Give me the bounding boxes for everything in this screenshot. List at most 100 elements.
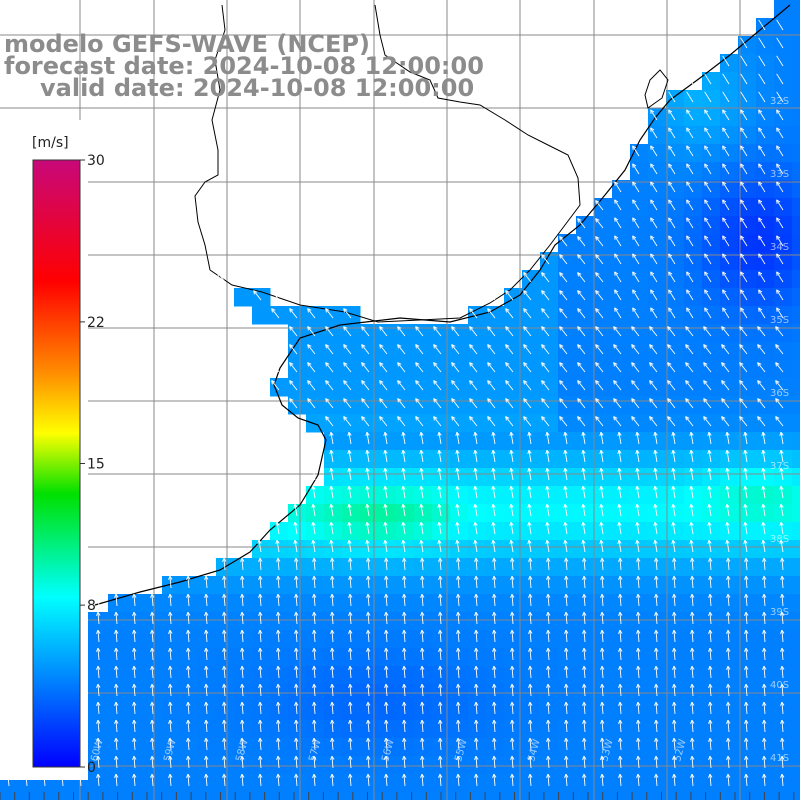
speed-cell xyxy=(738,450,757,469)
speed-cell xyxy=(144,594,163,613)
speed-cell xyxy=(504,360,523,379)
speed-cell xyxy=(666,378,685,397)
speed-cell xyxy=(162,630,181,649)
speed-cell xyxy=(126,612,145,631)
speed-cell xyxy=(630,540,649,559)
speed-cell xyxy=(414,594,433,613)
latitude-label: 41S xyxy=(770,753,789,764)
speed-cell xyxy=(486,504,505,523)
speed-cell xyxy=(756,360,775,379)
speed-cell xyxy=(738,738,757,757)
speed-cell xyxy=(612,756,631,775)
speed-cell xyxy=(792,90,800,109)
speed-cell xyxy=(792,108,800,127)
speed-cell xyxy=(270,756,289,775)
speed-cell xyxy=(612,648,631,667)
speed-cell xyxy=(414,378,433,397)
speed-cell xyxy=(522,648,541,667)
speed-cell xyxy=(792,432,800,451)
speed-cell xyxy=(540,540,559,559)
speed-cell xyxy=(774,522,793,541)
speed-cell xyxy=(468,720,487,739)
speed-cell xyxy=(702,702,721,721)
speed-cell xyxy=(414,612,433,631)
speed-cell xyxy=(504,540,523,559)
speed-cell xyxy=(684,432,703,451)
speed-cell xyxy=(234,648,253,667)
speed-cell xyxy=(234,720,253,739)
speed-cell xyxy=(288,522,307,541)
speed-cell xyxy=(720,612,739,631)
speed-cell xyxy=(396,468,415,487)
speed-cell xyxy=(666,792,685,800)
speed-cell xyxy=(162,756,181,775)
speed-cell xyxy=(702,756,721,775)
speed-cell xyxy=(306,738,325,757)
speed-cell xyxy=(378,360,397,379)
speed-cell xyxy=(396,558,415,577)
speed-cell xyxy=(540,720,559,739)
speed-cell xyxy=(684,666,703,685)
speed-cell xyxy=(792,72,800,91)
speed-cell xyxy=(342,468,361,487)
wind-arrow xyxy=(650,127,658,139)
speed-cell xyxy=(288,342,307,361)
speed-cell xyxy=(414,504,433,523)
speed-cell xyxy=(108,738,127,757)
speed-cell xyxy=(468,378,487,397)
speed-cell xyxy=(648,720,667,739)
speed-cell xyxy=(216,612,235,631)
speed-cell xyxy=(450,702,469,721)
speed-cell xyxy=(216,666,235,685)
speed-cell xyxy=(576,522,595,541)
speed-cell xyxy=(594,324,613,343)
speed-cell xyxy=(684,540,703,559)
speed-cell xyxy=(666,594,685,613)
speed-cell xyxy=(774,666,793,685)
wind-arrow xyxy=(704,145,712,157)
speed-cell xyxy=(360,792,379,800)
speed-cell xyxy=(270,738,289,757)
speed-cell xyxy=(432,612,451,631)
speed-cell xyxy=(702,504,721,523)
speed-cell xyxy=(612,612,631,631)
speed-cell xyxy=(468,666,487,685)
speed-cell xyxy=(342,702,361,721)
speed-cell xyxy=(648,504,667,523)
speed-cell xyxy=(684,792,703,800)
speed-cell xyxy=(576,324,595,343)
speed-cell xyxy=(774,558,793,577)
speed-cell xyxy=(558,414,577,433)
speed-cell xyxy=(576,378,595,397)
wind-arrow xyxy=(686,145,694,157)
speed-cell xyxy=(630,648,649,667)
speed-cell xyxy=(738,540,757,559)
speed-cell xyxy=(468,504,487,523)
speed-cell xyxy=(756,522,775,541)
speed-cell xyxy=(378,774,397,793)
speed-cell xyxy=(450,450,469,469)
speed-cell xyxy=(234,756,253,775)
speed-cell xyxy=(684,558,703,577)
speed-cell xyxy=(522,666,541,685)
wind-arrow xyxy=(740,109,748,121)
latitude-label: 34S xyxy=(770,242,789,253)
speed-cell xyxy=(414,468,433,487)
speed-cell xyxy=(558,288,577,307)
speed-cell xyxy=(486,558,505,577)
speed-cell xyxy=(288,720,307,739)
speed-cell xyxy=(252,288,271,307)
speed-cell xyxy=(594,306,613,325)
speed-cell xyxy=(378,792,397,800)
speed-cell xyxy=(756,324,775,343)
speed-cell xyxy=(342,720,361,739)
speed-cell xyxy=(288,792,307,800)
speed-cell xyxy=(414,414,433,433)
speed-cell xyxy=(774,504,793,523)
speed-cell xyxy=(216,702,235,721)
speed-cell xyxy=(252,738,271,757)
speed-cell xyxy=(576,252,595,271)
speed-cell xyxy=(702,432,721,451)
speed-cell xyxy=(756,540,775,559)
speed-cell xyxy=(630,558,649,577)
